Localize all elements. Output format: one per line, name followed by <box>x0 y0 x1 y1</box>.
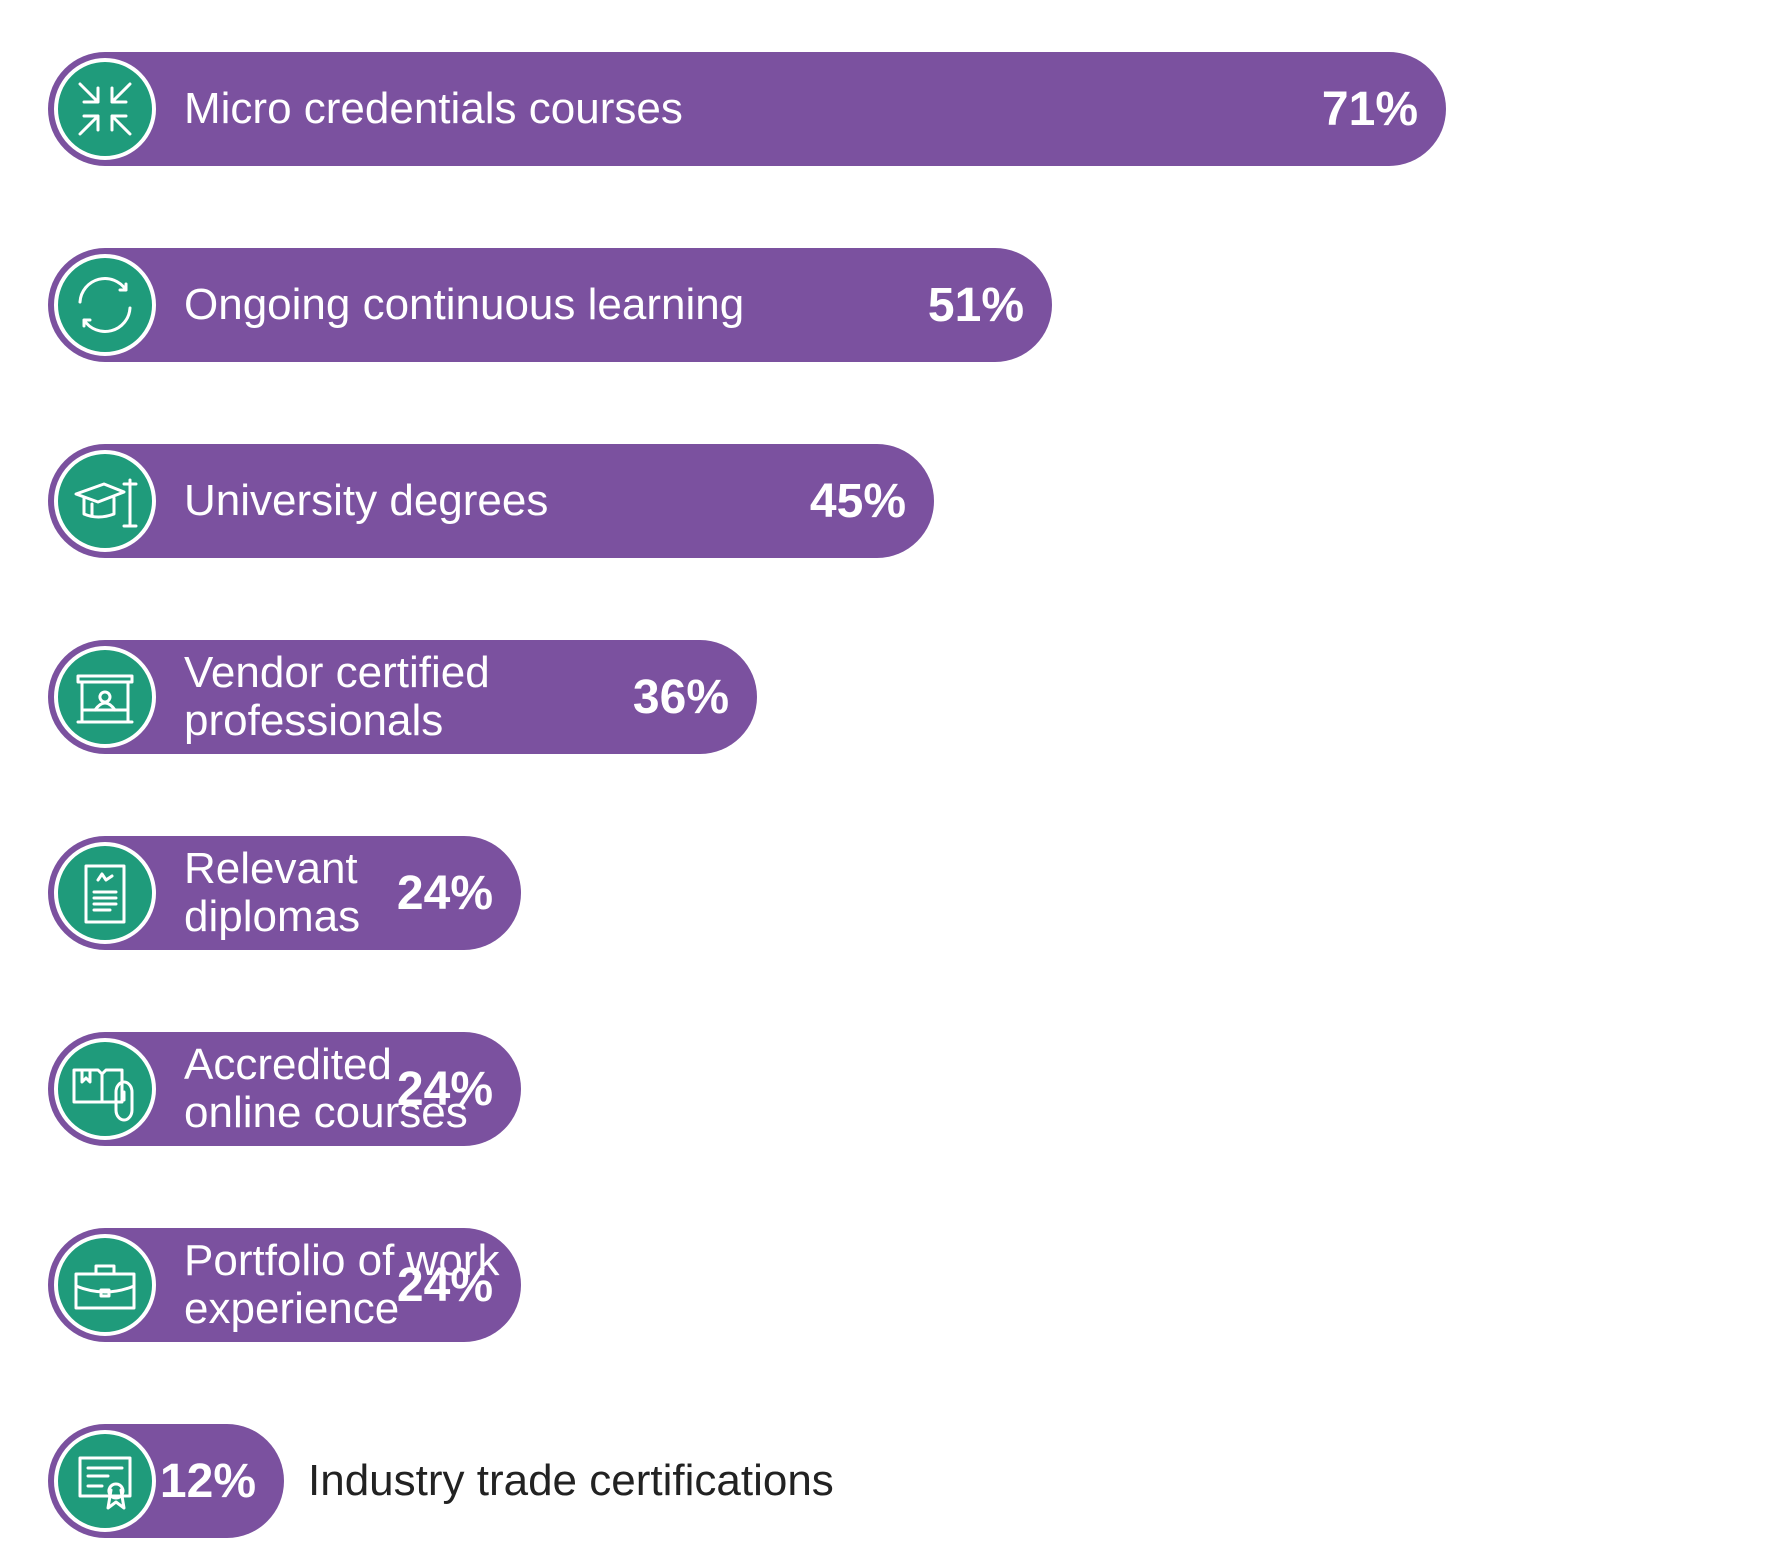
bar-1: Micro credentials courses 71% <box>48 52 1446 166</box>
bar-value-label: 24% <box>396 866 493 920</box>
bar-5: Relevant diplomas 24% <box>48 836 521 950</box>
diploma-document-icon <box>54 842 156 944</box>
bar-label: University degrees <box>184 476 549 525</box>
bar-6: Accredited online courses 24% <box>48 1032 521 1146</box>
bar-label: Ongoing continuous learning <box>184 280 745 329</box>
bar-value-label: 71% <box>1321 82 1418 136</box>
bar-value-label: 24% <box>396 1258 493 1312</box>
bar-value-label: 36% <box>632 670 729 724</box>
bar-label: Industry trade certifications <box>308 1456 834 1505</box>
refresh-cycle-icon <box>54 254 156 356</box>
bar-label: Vendor certified professionals <box>184 648 490 745</box>
briefcase-icon <box>54 1234 156 1336</box>
graduation-cap-icon <box>54 450 156 552</box>
bar-label: Accredited online courses <box>184 1040 468 1137</box>
bar-2: Ongoing continuous learning 51% <box>48 248 1052 362</box>
bar-value-label: 12% <box>159 1454 256 1508</box>
bar-4: Vendor certified professionals 36% <box>48 640 757 754</box>
bar-label: Relevant diplomas <box>184 844 361 941</box>
bar-label: Portfolio of work experience <box>184 1236 500 1333</box>
bar-value-label: 51% <box>927 278 1024 332</box>
book-mouse-icon <box>54 1038 156 1140</box>
bar-8: 12% <box>48 1424 284 1538</box>
bar-value-label: 45% <box>809 474 906 528</box>
vendor-booth-icon <box>54 646 156 748</box>
certificate-ribbon-icon <box>54 1430 156 1532</box>
compress-arrows-icon <box>54 58 156 160</box>
bar-label: Micro credentials courses <box>184 84 683 133</box>
bar-7: Portfolio of work experience 24% <box>48 1228 521 1342</box>
bar-value-label: 24% <box>396 1062 493 1116</box>
bar-3: University degrees 45% <box>48 444 934 558</box>
